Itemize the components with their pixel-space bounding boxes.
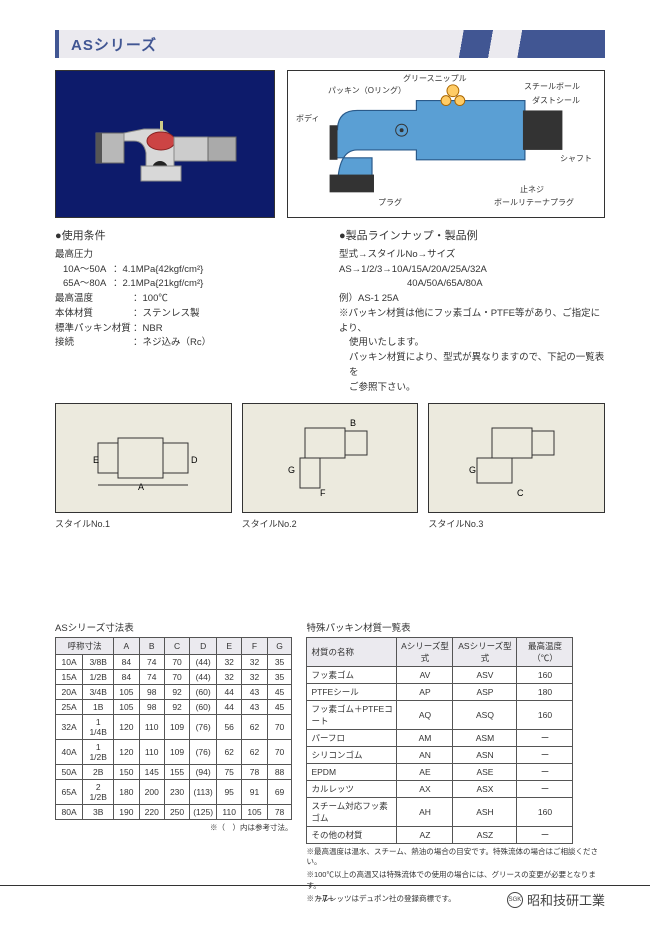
label-steel-ball: スチールボール (524, 81, 580, 92)
svg-text:A: A (138, 482, 144, 492)
product-photo (55, 70, 275, 218)
svg-text:F: F (320, 488, 326, 498)
page-footer: −7− SGK 昭和技研工業 (0, 885, 650, 909)
table-row: PTFEシールAPASP180 (307, 684, 573, 701)
svg-text:D: D (191, 455, 198, 465)
table-row: フッ素ゴム＋PTFEコートAQASQ160 (307, 701, 573, 730)
table-row: 65A2 1/2B180200230(113)959169 (56, 780, 292, 805)
table-row: スチーム対応フッ素ゴムAHASH160 (307, 798, 573, 827)
table-row: フッ素ゴムAVASV160 (307, 667, 573, 684)
title-accent (415, 30, 605, 58)
page-title: ASシリーズ (71, 34, 157, 55)
material-table: 材質の名称Aシリーズ型式ASシリーズ型式最高温度（℃） フッ素ゴムAVASV16… (306, 637, 573, 844)
usage-heading: ●使用条件 (55, 228, 321, 245)
table-row: 32A1 1/4B120110109(76)566270 (56, 715, 292, 740)
table-row: パーフロAMASMー (307, 730, 573, 747)
cross-section-diagram: ボディ パッキン（Oリング） グリースニップル スチールボール ダストシール シ… (287, 70, 605, 218)
usage-conditions: ●使用条件 最高圧力 10A～50A：4.1MPa{42kgf/cm²} 65A… (55, 228, 321, 395)
material-table-block: 特殊パッキン材質一覧表 材質の名称Aシリーズ型式ASシリーズ型式最高温度（℃） … (306, 620, 605, 904)
table-row: 80A3B190220250(125)11010578 (56, 805, 292, 820)
style-3: GC スタイルNo.3 (428, 403, 605, 530)
style-2: BGF スタイルNo.2 (242, 403, 419, 530)
dimension-table-block: ASシリーズ寸法表 呼称寸法ABCDEFG 10A3/8B847470(44)3… (55, 620, 292, 833)
lineup-heading: ●製品ラインナップ・製品例 (339, 228, 605, 245)
label-grease: グリースニップル (403, 73, 467, 84)
dimension-table: 呼称寸法ABCDEFG 10A3/8B847470(44)32323515A1/… (55, 637, 292, 820)
svg-text:G: G (288, 465, 295, 475)
svg-text:B: B (350, 418, 356, 428)
company-name: SGK 昭和技研工業 (507, 890, 605, 909)
label-body: ボディ (296, 113, 319, 124)
label-dust-seal: ダストシール (532, 95, 580, 106)
table-row: 15A1/2B847470(44)323235 (56, 670, 292, 685)
style-1: EDA スタイルNo.1 (55, 403, 232, 530)
table-row: 20A3/4B1059892(60)444345 (56, 685, 292, 700)
table-row: 40A1 1/2B120110109(76)626270 (56, 740, 292, 765)
table-row: EPDMAEASEー (307, 764, 573, 781)
svg-text:G: G (469, 465, 476, 475)
label-packing: パッキン（Oリング） (328, 85, 406, 96)
table-row: 10A3/8B847470(44)323235 (56, 655, 292, 670)
table-row: カルレッツAXASXー (307, 781, 573, 798)
svg-text:C: C (517, 488, 524, 498)
table-row: 50A2B150145155(94)757888 (56, 765, 292, 780)
svg-text:E: E (93, 455, 99, 465)
product-lineup: ●製品ラインナップ・製品例 型式→スタイルNo→サイズ AS→1/2/3→10A… (339, 228, 605, 395)
label-retainer: ボールリテーナプラグ (494, 197, 574, 208)
title-bar: ASシリーズ (55, 30, 605, 58)
label-shaft: シャフト (560, 153, 592, 164)
label-plug: プラグ (378, 197, 402, 208)
label-set-screw: 止ネジ (520, 184, 544, 195)
table-row: 25A1B1059892(60)444345 (56, 700, 292, 715)
company-logo-icon: SGK (507, 892, 523, 908)
table-row: シリコンゴムANASNー (307, 747, 573, 764)
table-row: その他の材質AZASZー (307, 827, 573, 844)
